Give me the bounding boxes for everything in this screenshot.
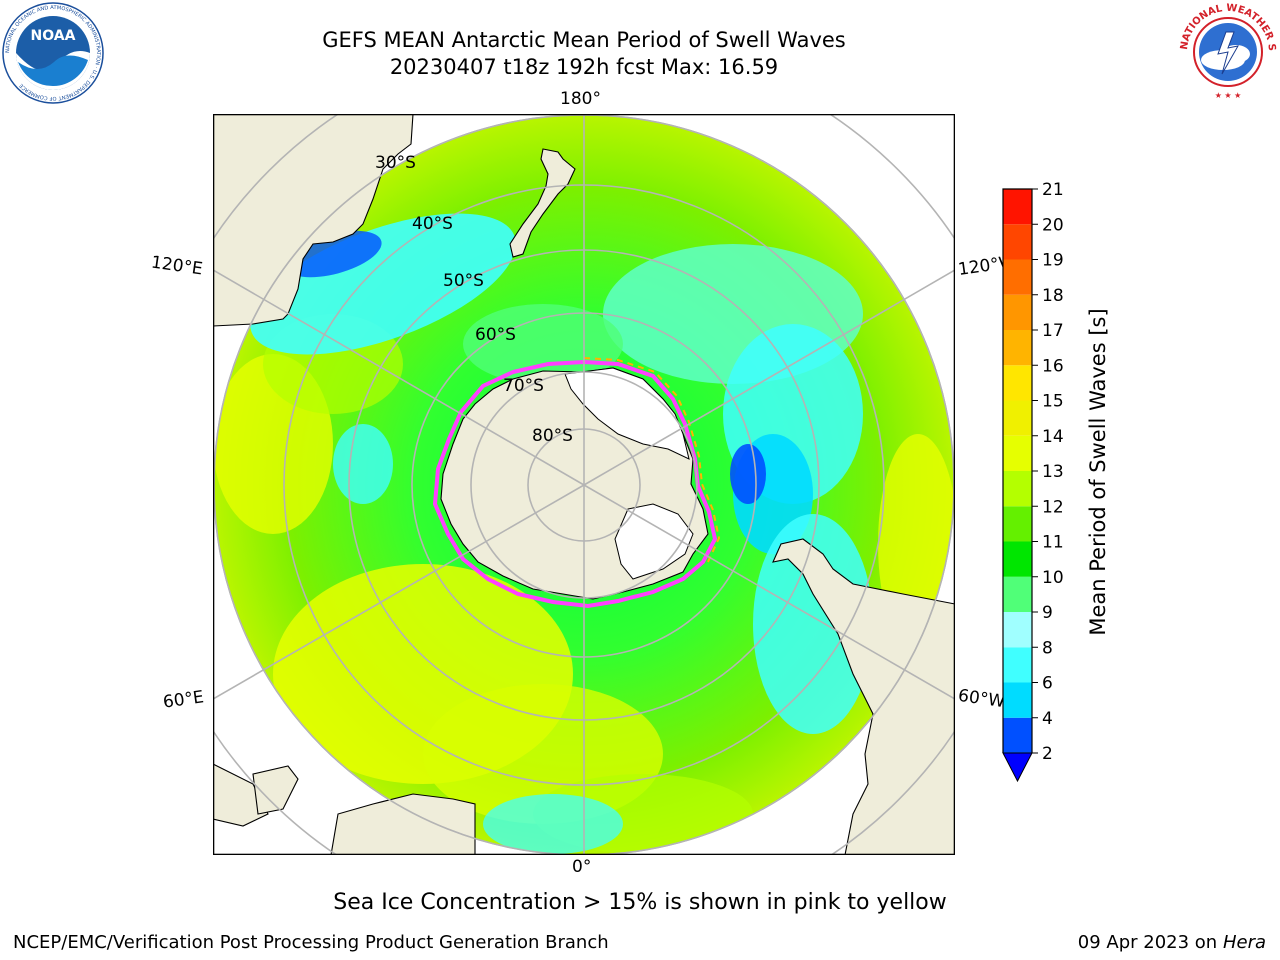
colorbar-bin xyxy=(1003,365,1032,401)
colorbar-bin xyxy=(1003,400,1032,436)
footer-branch: NCEP/EMC/Verification Post Processing Pr… xyxy=(13,932,609,953)
footer-date: 09 Apr 2023 on Hera xyxy=(1078,932,1266,953)
lat-label-50s: 50°S xyxy=(443,271,484,291)
colorbar-bin xyxy=(1003,506,1032,542)
footer-date-text: 09 Apr 2023 on xyxy=(1077,932,1223,953)
svg-text:NOAA: NOAA xyxy=(31,28,76,44)
lat-label-30s: 30°S xyxy=(375,153,416,173)
colorbar-tick-label: 8 xyxy=(1042,638,1053,658)
noaa-logo: NOAA NATIONAL OCEANIC AND ATMOSPHERIC AD… xyxy=(2,2,104,104)
colorbar-bin xyxy=(1003,717,1032,753)
map-subtitle: 20230407 t18z 192h fcst Max: 16.59 xyxy=(389,55,779,79)
lat-label-40s: 40°S xyxy=(412,214,453,234)
colorbar-tick-label: 19 xyxy=(1042,251,1064,271)
map-border xyxy=(213,114,955,855)
colorbar-tick-label: 12 xyxy=(1042,497,1064,517)
lon-label-0: 0° xyxy=(572,857,592,877)
colorbar-tick-label: 14 xyxy=(1042,427,1064,447)
colorbar-bin xyxy=(1003,471,1032,507)
lat-label-60s: 60°S xyxy=(475,325,516,345)
colorbar-tick-label: 6 xyxy=(1042,674,1053,694)
colorbar: 2 4 6 8 9 10 11 12 13 14 15 16 17 18 19 20 21 xyxy=(1002,180,1064,783)
colorbar-label: Mean Period of Swell Waves [s] xyxy=(1086,308,1110,636)
ice-shelves xyxy=(564,367,694,580)
colorbar-bin xyxy=(1003,259,1032,295)
colorbar-tick-label: 13 xyxy=(1042,462,1064,482)
colorbar-tick-label: 10 xyxy=(1042,568,1064,588)
svg-text:★ ★ ★: ★ ★ ★ xyxy=(1215,91,1242,100)
footer-host: Hera xyxy=(1222,932,1266,953)
colorbar-tick-label: 18 xyxy=(1042,286,1064,306)
colorbar-bin xyxy=(1003,435,1032,471)
lon-label-180: 180° xyxy=(560,89,601,109)
colorbar-bin xyxy=(1003,330,1032,366)
colorbar-tick-label: 2 xyxy=(1042,744,1053,764)
colorbar-bin xyxy=(1003,294,1032,330)
colorbar-bin xyxy=(1003,612,1032,648)
nws-logo: NATIONAL WEATHER SERVICE ★ ★ ★ xyxy=(1178,2,1277,100)
lon-label-120e: 120°E xyxy=(149,252,204,280)
lat-label-80s: 80°S xyxy=(532,426,573,446)
colorbar-bin xyxy=(1003,189,1032,225)
polar-map: 30°S 40°S 50°S 60°S 70°S 80°S xyxy=(213,114,955,855)
colorbar-bin xyxy=(1003,647,1032,683)
colorbar-bin xyxy=(1003,224,1032,260)
colorbar-extend-arrow xyxy=(1002,752,1033,783)
colorbar-bin xyxy=(1003,682,1032,718)
sea-ice-edge xyxy=(432,359,718,609)
colorbar-tick-label: 11 xyxy=(1042,533,1064,553)
colorbar-tick-label: 16 xyxy=(1042,356,1064,376)
lon-label-60e: 60°E xyxy=(161,687,206,713)
map-title: GEFS MEAN Antarctic Mean Period of Swell… xyxy=(322,28,846,52)
colorbar-tick-label: 15 xyxy=(1042,392,1064,412)
colorbar-bin xyxy=(1003,541,1032,577)
colorbar-tick-label: 9 xyxy=(1042,603,1053,623)
colorbar-tick-label: 4 xyxy=(1042,709,1053,729)
colorbar-tick-label: 20 xyxy=(1042,215,1064,235)
latitude-labels: 30°S 40°S 50°S 60°S 70°S 80°S xyxy=(375,153,573,446)
sea-ice-caption: Sea Ice Concentration > 15% is shown in … xyxy=(333,890,947,915)
colorbar-tick-label: 21 xyxy=(1042,180,1064,200)
colorbar-bin xyxy=(1003,576,1032,612)
lat-label-70s: 70°S xyxy=(503,376,544,396)
colorbar-tick-label: 17 xyxy=(1042,321,1064,341)
